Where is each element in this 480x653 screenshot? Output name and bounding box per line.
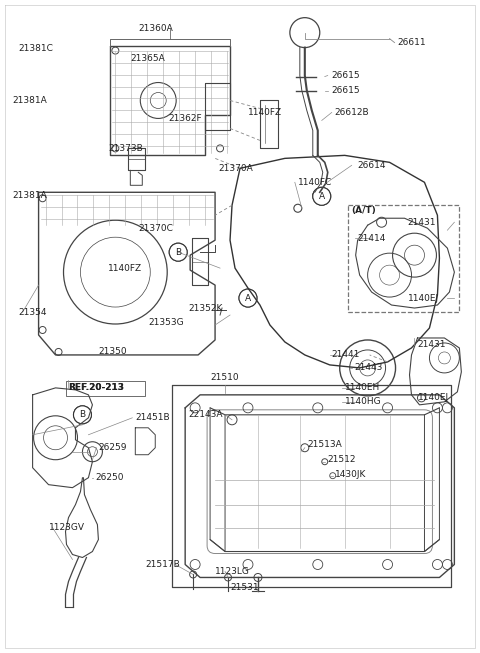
Bar <box>65 381 145 396</box>
Text: 1123GV: 1123GV <box>48 523 84 532</box>
Text: 22143A: 22143A <box>188 410 223 419</box>
Circle shape <box>313 187 331 205</box>
Circle shape <box>239 289 257 307</box>
Text: 21431: 21431 <box>408 217 436 227</box>
Text: 21431: 21431 <box>418 340 446 349</box>
Text: 21365A: 21365A <box>130 54 165 63</box>
Text: A: A <box>245 294 251 302</box>
Text: 21381A: 21381A <box>12 96 48 105</box>
Text: B: B <box>175 247 181 257</box>
Text: 1140EJ: 1140EJ <box>408 294 439 302</box>
Text: 1140HG: 1140HG <box>345 397 381 406</box>
Text: 26612B: 26612B <box>335 108 369 117</box>
Text: 21350: 21350 <box>98 347 127 357</box>
Text: 21370A: 21370A <box>218 164 253 173</box>
Text: 21441: 21441 <box>332 351 360 359</box>
Text: 1140FZ: 1140FZ <box>108 264 143 272</box>
Text: 21414: 21414 <box>358 234 386 243</box>
Text: 1140EJ: 1140EJ <box>418 393 449 402</box>
Text: 26614: 26614 <box>358 161 386 170</box>
Text: 21381A: 21381A <box>12 191 48 200</box>
Text: 21353G: 21353G <box>148 317 184 326</box>
Text: REF.20-213: REF.20-213 <box>69 383 124 392</box>
Text: 26250: 26250 <box>96 473 124 482</box>
Text: 1430JK: 1430JK <box>335 470 366 479</box>
Text: 1140FZ: 1140FZ <box>248 108 282 117</box>
Text: 21513A: 21513A <box>308 440 343 449</box>
Text: 21370C: 21370C <box>138 224 173 232</box>
Text: 1140EH: 1140EH <box>345 383 380 392</box>
Text: 1140FC: 1140FC <box>298 178 332 187</box>
Text: 21362F: 21362F <box>168 114 202 123</box>
Text: 26259: 26259 <box>98 443 127 453</box>
Text: 21360A: 21360A <box>138 24 173 33</box>
Text: 21354: 21354 <box>19 308 47 317</box>
Text: A: A <box>319 192 325 200</box>
Text: 1123LG: 1123LG <box>215 567 250 576</box>
Text: 21531: 21531 <box>231 583 259 592</box>
Text: 21512: 21512 <box>328 455 356 464</box>
Text: REF.20-213: REF.20-213 <box>69 383 124 392</box>
Text: 21443: 21443 <box>355 364 383 372</box>
Text: 21517B: 21517B <box>145 560 180 569</box>
Circle shape <box>169 243 187 261</box>
Circle shape <box>73 406 91 424</box>
Text: 26615: 26615 <box>332 71 360 80</box>
Text: B: B <box>79 410 85 419</box>
Text: 26611: 26611 <box>397 38 426 47</box>
Text: 21352K: 21352K <box>188 304 223 313</box>
Text: (A/T): (A/T) <box>352 206 376 215</box>
Text: 21373B: 21373B <box>108 144 143 153</box>
Text: 21381C: 21381C <box>19 44 53 53</box>
Text: 21510: 21510 <box>211 374 240 383</box>
Text: 21451B: 21451B <box>135 413 170 422</box>
Text: 26615: 26615 <box>332 86 360 95</box>
